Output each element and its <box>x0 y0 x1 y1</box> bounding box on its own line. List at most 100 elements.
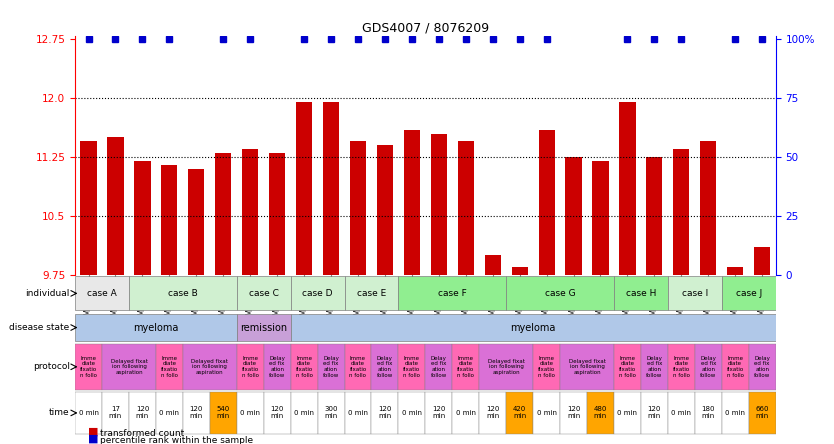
FancyBboxPatch shape <box>480 344 533 390</box>
Text: Imme
diate
fixatio
n follo: Imme diate fixatio n follo <box>538 356 555 378</box>
Title: GDS4007 / 8076209: GDS4007 / 8076209 <box>362 21 489 34</box>
FancyBboxPatch shape <box>75 277 129 310</box>
Text: myeloma: myeloma <box>133 322 178 333</box>
Text: disease state: disease state <box>9 323 70 332</box>
Bar <box>242 149 259 274</box>
FancyBboxPatch shape <box>318 392 344 434</box>
FancyBboxPatch shape <box>75 344 102 390</box>
FancyBboxPatch shape <box>721 392 749 434</box>
FancyBboxPatch shape <box>533 392 560 434</box>
FancyBboxPatch shape <box>614 277 668 310</box>
Text: 120
min: 120 min <box>189 406 203 420</box>
Bar <box>108 138 123 274</box>
FancyBboxPatch shape <box>749 392 776 434</box>
FancyBboxPatch shape <box>183 392 210 434</box>
FancyBboxPatch shape <box>156 344 183 390</box>
FancyBboxPatch shape <box>371 392 399 434</box>
Text: Delay
ed fix
ation
follow: Delay ed fix ation follow <box>377 356 393 378</box>
Text: Imme
diate
fixatio
n follo: Imme diate fixatio n follo <box>349 356 367 378</box>
FancyBboxPatch shape <box>344 344 371 390</box>
Text: 120
min: 120 min <box>270 406 284 420</box>
Text: Imme
diate
fixatio
n follo: Imme diate fixatio n follo <box>673 356 690 378</box>
Text: case B: case B <box>168 289 198 298</box>
Text: 0 min: 0 min <box>536 410 556 416</box>
FancyBboxPatch shape <box>237 344 264 390</box>
Bar <box>377 145 393 274</box>
FancyBboxPatch shape <box>75 392 102 434</box>
FancyBboxPatch shape <box>668 277 721 310</box>
Bar <box>296 102 312 274</box>
Bar <box>539 130 555 274</box>
Text: 300
min: 300 min <box>324 406 338 420</box>
Text: 180
min: 180 min <box>701 406 715 420</box>
Text: ■: ■ <box>88 433 98 444</box>
FancyBboxPatch shape <box>641 344 668 390</box>
FancyBboxPatch shape <box>399 344 425 390</box>
Text: Imme
diate
fixatio
n follo: Imme diate fixatio n follo <box>80 356 97 378</box>
FancyBboxPatch shape <box>425 392 452 434</box>
Text: 120
min: 120 min <box>379 406 392 420</box>
FancyBboxPatch shape <box>344 277 399 310</box>
Text: case D: case D <box>302 289 333 298</box>
Text: 17
min: 17 min <box>109 406 122 420</box>
Bar <box>458 141 474 274</box>
FancyBboxPatch shape <box>129 392 156 434</box>
Bar <box>188 169 204 274</box>
FancyBboxPatch shape <box>102 344 156 390</box>
FancyBboxPatch shape <box>237 314 290 341</box>
Bar <box>620 102 636 274</box>
Text: remission: remission <box>240 322 287 333</box>
Text: Imme
diate
fixatio
n follo: Imme diate fixatio n follo <box>404 356 420 378</box>
Text: case A: case A <box>87 289 117 298</box>
Bar <box>323 102 339 274</box>
Text: Delay
ed fix
ation
follow: Delay ed fix ation follow <box>323 356 339 378</box>
Text: Imme
diate
fixatio
n follo: Imme diate fixatio n follo <box>619 356 636 378</box>
FancyBboxPatch shape <box>614 392 641 434</box>
Bar <box>673 149 690 274</box>
Text: 540
min: 540 min <box>217 406 230 420</box>
Text: 0 min: 0 min <box>159 410 179 416</box>
FancyBboxPatch shape <box>749 344 776 390</box>
FancyBboxPatch shape <box>506 392 533 434</box>
Text: case E: case E <box>357 289 386 298</box>
Text: protocol: protocol <box>33 362 70 371</box>
FancyBboxPatch shape <box>695 392 721 434</box>
FancyBboxPatch shape <box>264 344 290 390</box>
FancyBboxPatch shape <box>290 392 318 434</box>
FancyBboxPatch shape <box>399 392 425 434</box>
FancyBboxPatch shape <box>641 392 668 434</box>
Text: 0 min: 0 min <box>294 410 314 416</box>
Text: 120
min: 120 min <box>648 406 661 420</box>
Text: 120
min: 120 min <box>136 406 149 420</box>
FancyBboxPatch shape <box>721 277 776 310</box>
Bar <box>350 141 366 274</box>
FancyBboxPatch shape <box>668 392 695 434</box>
FancyBboxPatch shape <box>75 314 237 341</box>
Text: Imme
diate
fixatio
n follo: Imme diate fixatio n follo <box>161 356 178 378</box>
FancyBboxPatch shape <box>399 277 506 310</box>
FancyBboxPatch shape <box>290 344 318 390</box>
FancyBboxPatch shape <box>560 344 614 390</box>
FancyBboxPatch shape <box>721 344 749 390</box>
Text: individual: individual <box>25 289 70 298</box>
FancyBboxPatch shape <box>560 392 587 434</box>
Bar <box>215 153 231 274</box>
Text: 0 min: 0 min <box>726 410 746 416</box>
FancyBboxPatch shape <box>290 314 776 341</box>
FancyBboxPatch shape <box>210 392 237 434</box>
Text: Imme
diate
fixatio
n follo: Imme diate fixatio n follo <box>457 356 475 378</box>
Text: 0 min: 0 min <box>455 410 475 416</box>
Text: case F: case F <box>438 289 467 298</box>
FancyBboxPatch shape <box>264 392 290 434</box>
Text: case H: case H <box>626 289 656 298</box>
FancyBboxPatch shape <box>614 344 641 390</box>
FancyBboxPatch shape <box>290 277 344 310</box>
Text: Imme
diate
fixatio
n follo: Imme diate fixatio n follo <box>242 356 259 378</box>
Text: 120
min: 120 min <box>567 406 580 420</box>
Text: 0 min: 0 min <box>671 410 691 416</box>
Bar <box>485 255 500 274</box>
FancyBboxPatch shape <box>587 392 614 434</box>
Text: case G: case G <box>545 289 575 298</box>
Text: 660
min: 660 min <box>756 406 769 420</box>
FancyBboxPatch shape <box>237 392 264 434</box>
